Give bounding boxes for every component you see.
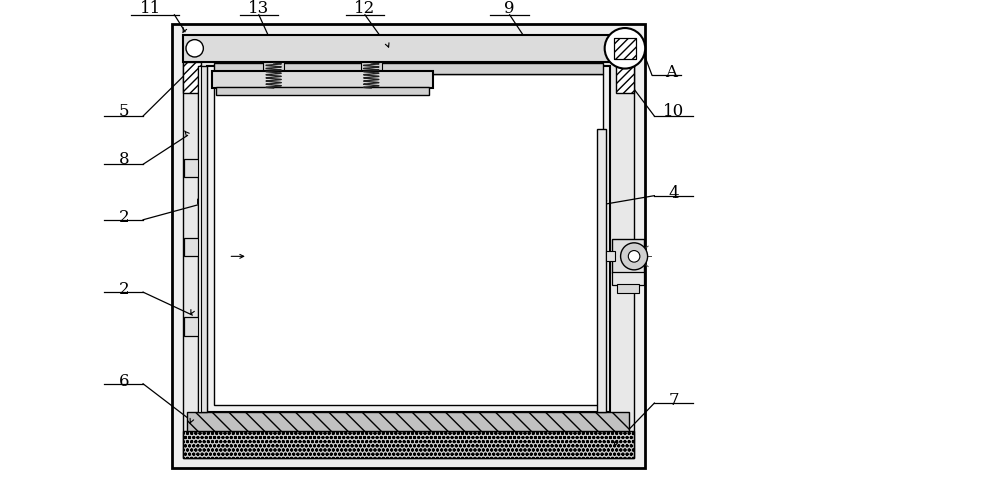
- Bar: [184, 317, 199, 336]
- Bar: [207, 67, 610, 412]
- Text: 6: 6: [119, 373, 129, 390]
- Bar: [183, 62, 201, 93]
- Text: 5: 5: [119, 103, 129, 120]
- Text: 11: 11: [140, 0, 161, 17]
- Bar: [184, 159, 199, 177]
- Text: 10: 10: [663, 103, 684, 120]
- Bar: [614, 37, 636, 59]
- Text: 13: 13: [248, 0, 269, 17]
- Bar: [612, 240, 644, 273]
- Text: 8: 8: [118, 151, 129, 168]
- Bar: [198, 67, 207, 412]
- Circle shape: [621, 243, 648, 270]
- Circle shape: [605, 28, 645, 69]
- Text: 2: 2: [118, 209, 129, 226]
- Text: A: A: [665, 64, 677, 81]
- Bar: [184, 238, 199, 256]
- Circle shape: [186, 39, 203, 57]
- Bar: [198, 67, 201, 412]
- Bar: [617, 284, 639, 292]
- Bar: [187, 412, 629, 431]
- Bar: [216, 87, 429, 95]
- Bar: [614, 37, 636, 59]
- Bar: [214, 73, 603, 405]
- Bar: [172, 25, 645, 468]
- Bar: [597, 129, 606, 412]
- Text: 7: 7: [668, 392, 679, 409]
- Bar: [183, 35, 634, 62]
- Bar: [606, 250, 615, 261]
- Text: 4: 4: [668, 185, 679, 202]
- Bar: [214, 63, 603, 73]
- Bar: [183, 431, 634, 458]
- Bar: [263, 62, 284, 70]
- Bar: [361, 62, 382, 70]
- Text: 2: 2: [118, 281, 129, 298]
- Bar: [212, 71, 433, 88]
- Text: 9: 9: [504, 0, 515, 17]
- Text: 12: 12: [354, 0, 376, 17]
- Bar: [612, 272, 644, 285]
- Circle shape: [628, 250, 640, 262]
- Bar: [616, 62, 634, 93]
- Bar: [183, 35, 634, 458]
